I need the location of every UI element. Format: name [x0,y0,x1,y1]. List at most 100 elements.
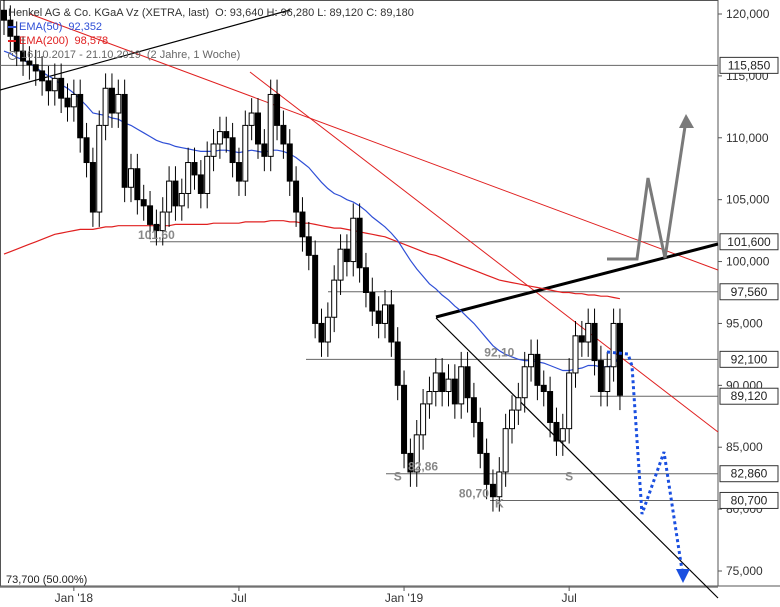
candle [547,376,554,438]
candle [407,438,414,487]
candle [166,166,173,227]
candle [477,407,484,469]
candle-body [64,97,71,108]
candle-body [432,372,439,393]
candle [242,110,249,196]
ohlc-readout: O: 93,640 H: 96,280 L: 89,120 C: 89,180 [215,7,414,19]
candle-body [7,19,14,37]
candle-body [445,378,452,393]
candle-body [585,322,592,343]
chart-legend: Henkel AG & Co. KGaA Vz (XETRA, last) O:… [8,6,414,62]
ema200-swatch [8,40,16,42]
candle-body [293,180,300,213]
candle-body [426,391,433,405]
candle [572,320,579,388]
candle [464,351,471,413]
candle [559,413,566,456]
candle [445,364,452,407]
candle-body [591,322,598,362]
candle [578,320,585,357]
candle-body [388,304,395,343]
candle [489,469,496,512]
ema200-value: 98,578 [74,35,109,47]
candle-body [420,403,427,436]
candle-body [375,310,382,324]
y-tick-label: 75,000 [726,564,763,578]
candle-body [489,483,496,498]
candle-body [350,217,357,263]
candle [147,191,154,240]
black-channel-lower [435,317,719,599]
candle [528,339,535,382]
candle-body [128,168,134,188]
candle [521,351,528,413]
candle-body [470,397,477,423]
fib-label: 73,700 (50.00%) [6,574,87,586]
price-box-label: 82,860 [731,467,768,481]
price-box-label: 80,700 [731,493,768,507]
candle-body [83,137,90,164]
candle-body [134,168,141,201]
candle-body [597,360,604,393]
candle [191,147,198,190]
candle-body [401,384,408,454]
candle [39,56,46,96]
candle-body [51,77,58,92]
candle-body [578,335,585,343]
candle-body [70,93,77,108]
candle [13,21,20,66]
candle [312,240,319,339]
candle [108,73,115,128]
price-box: 101,600 [719,233,779,251]
candle-body [528,353,535,368]
candle [45,65,52,106]
candle-body [96,124,103,213]
candle [204,141,211,209]
candle [509,395,515,444]
y-tick-label: 95,000 [726,316,763,330]
candle-body [464,366,471,399]
candle [102,73,109,141]
candle-body [242,124,249,182]
candle-body [153,223,160,232]
candle [77,79,84,153]
candle [553,407,560,456]
candle [394,327,401,401]
candle-body [248,112,255,126]
candle-body [102,87,109,126]
candle-body [540,384,547,393]
candle-body [616,322,623,396]
candle [388,290,395,357]
candle-body [483,452,490,485]
candle-body [108,87,115,114]
candle [32,49,39,86]
candle [261,129,268,172]
red-trendline-lower [249,71,719,433]
candle-body [166,180,173,213]
candle-body [572,335,579,374]
candle [83,122,90,178]
candle-body [331,279,338,318]
x-tick-label: Jul [561,591,576,605]
chart-annotation: 80,70 [459,486,489,500]
price-box: 82,860 [719,465,779,483]
candle-body [356,217,363,269]
candle-body [439,372,446,393]
candle-body [496,471,503,498]
candle [540,370,547,407]
price-box-frame [719,56,779,74]
candle-body [369,292,376,312]
candle-body [559,428,566,442]
candle-body [477,421,484,454]
candle-body [280,124,287,145]
candle [1,0,7,36]
candle [604,351,611,407]
candle-body [407,452,414,473]
candle [229,122,236,178]
price-box-frame [719,350,779,368]
red-trendline-upper [29,13,719,271]
candle-body [210,143,217,157]
chart-annotation: K [495,496,504,510]
candles [1,0,623,512]
